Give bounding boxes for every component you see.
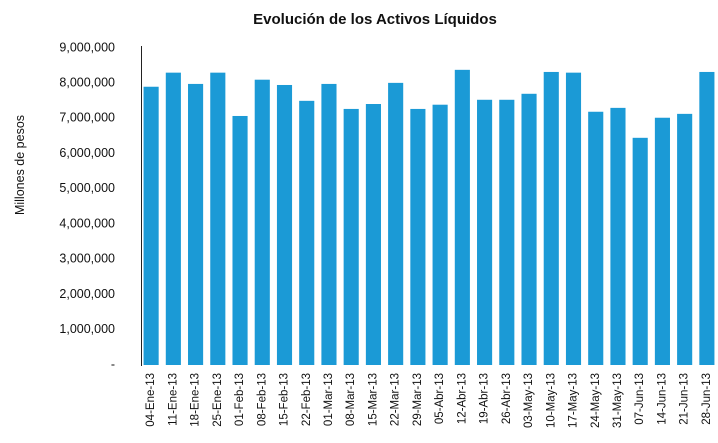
y-tick-label: 8,000,000 xyxy=(59,76,115,90)
x-tick-label: 05-Abr-13 xyxy=(434,373,446,424)
x-tick-label: 15-Feb-13 xyxy=(279,373,291,426)
x-tick-label: 04-Ene-13 xyxy=(145,373,157,427)
x-tick-label: 11-Ene-13 xyxy=(167,373,179,426)
y-tick-label: 5,000,000 xyxy=(59,181,115,195)
bar xyxy=(610,107,626,365)
bar xyxy=(188,83,204,365)
bar xyxy=(565,72,582,366)
x-tick-label: 25-Ene-13 xyxy=(212,373,224,427)
x-tick-label: 17-May-13 xyxy=(568,373,580,428)
x-tick-label: 22-Feb-13 xyxy=(301,373,313,426)
bar xyxy=(499,99,515,365)
y-tick-label: 2,000,000 xyxy=(59,287,115,301)
bar xyxy=(543,71,559,365)
x-tick-label: 01-Feb-13 xyxy=(234,373,246,426)
y-tick-label: 7,000,000 xyxy=(59,111,115,125)
bar xyxy=(232,115,248,366)
y-tick-label: 1,000,000 xyxy=(59,322,115,336)
bar xyxy=(388,82,404,366)
bar xyxy=(654,117,670,366)
x-tick-label: 21-Jun-13 xyxy=(679,373,691,425)
bar xyxy=(632,137,648,365)
x-tick-label: 19-Abr-13 xyxy=(479,373,491,424)
x-tick-label: 08-Feb-13 xyxy=(256,373,268,426)
bar xyxy=(454,69,470,366)
bar xyxy=(299,100,315,365)
bar xyxy=(477,99,493,365)
y-tick-label: - xyxy=(111,357,115,371)
y-tick-label: 4,000,000 xyxy=(59,216,115,230)
x-tick-label: 29-Mar-13 xyxy=(412,373,424,426)
x-tick-label: 12-Abr-13 xyxy=(456,373,468,424)
y-tick-label: 3,000,000 xyxy=(59,252,115,266)
bar xyxy=(165,72,181,366)
bar xyxy=(321,83,337,365)
bar xyxy=(143,86,159,365)
y-axis-label: Millones de pesos xyxy=(13,115,27,215)
bar xyxy=(432,104,448,366)
bar xyxy=(699,71,715,365)
x-tick-label: 01-Mar-13 xyxy=(323,373,335,426)
x-tick-label: 26-Abr-13 xyxy=(501,373,513,424)
bar xyxy=(365,104,381,366)
bar xyxy=(410,108,426,365)
x-tick-label: 31-May-13 xyxy=(612,373,624,428)
x-tick-label: 14-Jun-13 xyxy=(656,373,668,425)
x-tick-label: 28-Jun-13 xyxy=(701,373,713,425)
x-tick-label: 07-Jun-13 xyxy=(634,373,646,425)
x-tick-label: 03-May-13 xyxy=(523,373,535,428)
x-tick-label: 22-Mar-13 xyxy=(390,373,402,426)
x-tick-label: 18-Ene-13 xyxy=(190,373,202,427)
y-tick-label: 6,000,000 xyxy=(59,146,115,160)
bar xyxy=(254,79,270,365)
bar xyxy=(276,84,293,365)
x-tick-label: 10-May-13 xyxy=(545,373,557,428)
bar xyxy=(343,108,359,365)
chart-title: Evolución de los Activos Líquidos xyxy=(253,11,497,28)
x-tick-label: 08-Mar-13 xyxy=(345,373,357,426)
bar xyxy=(521,93,537,366)
bar xyxy=(588,111,604,365)
x-tick-label: 24-May-13 xyxy=(590,373,602,428)
x-tick-label: 15-Mar-13 xyxy=(367,373,379,426)
bar xyxy=(210,72,226,366)
bar xyxy=(677,113,693,365)
y-tick-label: 9,000,000 xyxy=(59,40,115,54)
